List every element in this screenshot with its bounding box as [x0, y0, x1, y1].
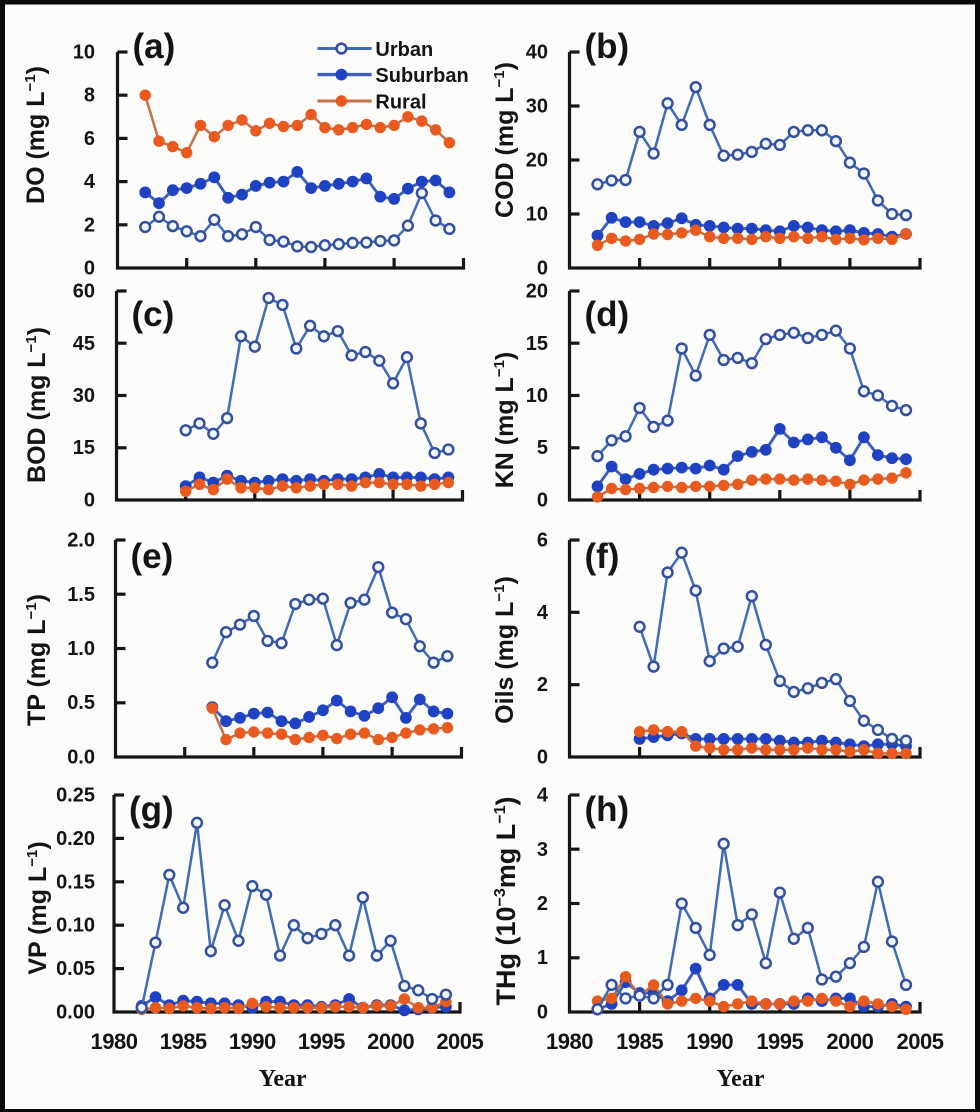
svg-text:2005: 2005 [436, 1029, 483, 1054]
svg-text:0.25: 0.25 [56, 785, 95, 807]
svg-text:0.10: 0.10 [56, 915, 95, 937]
svg-text:15: 15 [526, 333, 548, 355]
svg-text:0.05: 0.05 [56, 958, 95, 980]
svg-text:(g): (g) [129, 790, 174, 829]
svg-text:2005: 2005 [897, 1029, 944, 1054]
svg-text:(f): (f) [585, 537, 620, 576]
svg-text:20: 20 [526, 150, 548, 172]
svg-text:1.5: 1.5 [67, 584, 95, 606]
svg-text:30: 30 [526, 96, 548, 118]
svg-text:15: 15 [73, 437, 95, 459]
svg-text:10: 10 [73, 42, 95, 64]
svg-text:1985: 1985 [616, 1029, 663, 1054]
svg-text:10: 10 [526, 204, 548, 226]
svg-text:5: 5 [537, 437, 548, 459]
svg-text:2000: 2000 [826, 1029, 873, 1054]
svg-text:0: 0 [537, 490, 548, 512]
svg-text:0.00: 0.00 [56, 1002, 95, 1024]
svg-text:4: 4 [84, 171, 96, 193]
svg-text:3: 3 [537, 839, 548, 861]
svg-text:0.20: 0.20 [56, 828, 95, 850]
svg-text:Suburban: Suburban [375, 65, 468, 87]
svg-text:30: 30 [73, 385, 95, 407]
svg-text:0: 0 [537, 258, 548, 280]
svg-text:(d): (d) [585, 295, 630, 334]
svg-text:60: 60 [73, 281, 95, 303]
svg-text:0: 0 [84, 258, 95, 280]
svg-text:2: 2 [537, 674, 548, 696]
svg-text:1995: 1995 [298, 1029, 345, 1054]
svg-text:0: 0 [84, 490, 95, 512]
svg-text:2.0: 2.0 [67, 530, 95, 552]
svg-text:40: 40 [526, 42, 548, 64]
svg-text:(h): (h) [585, 790, 630, 829]
svg-text:8: 8 [84, 85, 95, 107]
svg-text:1980: 1980 [91, 1029, 138, 1054]
svg-text:4: 4 [537, 785, 549, 807]
svg-text:1990: 1990 [229, 1029, 276, 1054]
svg-text:10: 10 [526, 385, 548, 407]
svg-text:BOD (mg L−1): BOD (mg L−1) [23, 327, 51, 483]
svg-text:0.0: 0.0 [67, 747, 95, 769]
svg-text:Year: Year [259, 1066, 307, 1092]
svg-text:4: 4 [537, 602, 549, 624]
svg-text:2000: 2000 [367, 1029, 414, 1054]
svg-text:0: 0 [537, 1002, 548, 1024]
svg-text:Urban: Urban [375, 39, 433, 61]
svg-text:45: 45 [73, 333, 95, 355]
svg-text:1990: 1990 [686, 1029, 733, 1054]
svg-text:1985: 1985 [160, 1029, 207, 1054]
svg-text:Rural: Rural [375, 91, 426, 113]
svg-text:(b): (b) [585, 27, 630, 66]
svg-text:0: 0 [537, 747, 548, 769]
svg-text:0.15: 0.15 [56, 871, 95, 893]
svg-text:COD (mg L−1): COD (mg L−1) [491, 62, 519, 218]
svg-text:(c): (c) [132, 295, 175, 334]
svg-text:1.0: 1.0 [67, 638, 95, 660]
svg-text:6: 6 [537, 530, 548, 552]
svg-text:6: 6 [84, 128, 95, 150]
svg-text:1995: 1995 [756, 1029, 803, 1054]
svg-text:2: 2 [537, 893, 548, 915]
svg-text:(a): (a) [133, 27, 176, 66]
svg-text:Year: Year [717, 1066, 765, 1092]
svg-text:1980: 1980 [546, 1029, 593, 1054]
svg-text:(e): (e) [131, 537, 174, 576]
svg-text:20: 20 [526, 281, 548, 303]
svg-text:1: 1 [537, 947, 548, 969]
svg-text:VP (mg L−1): VP (mg L−1) [24, 841, 52, 974]
svg-text:2: 2 [84, 214, 95, 236]
svg-text:0.5: 0.5 [67, 692, 95, 714]
